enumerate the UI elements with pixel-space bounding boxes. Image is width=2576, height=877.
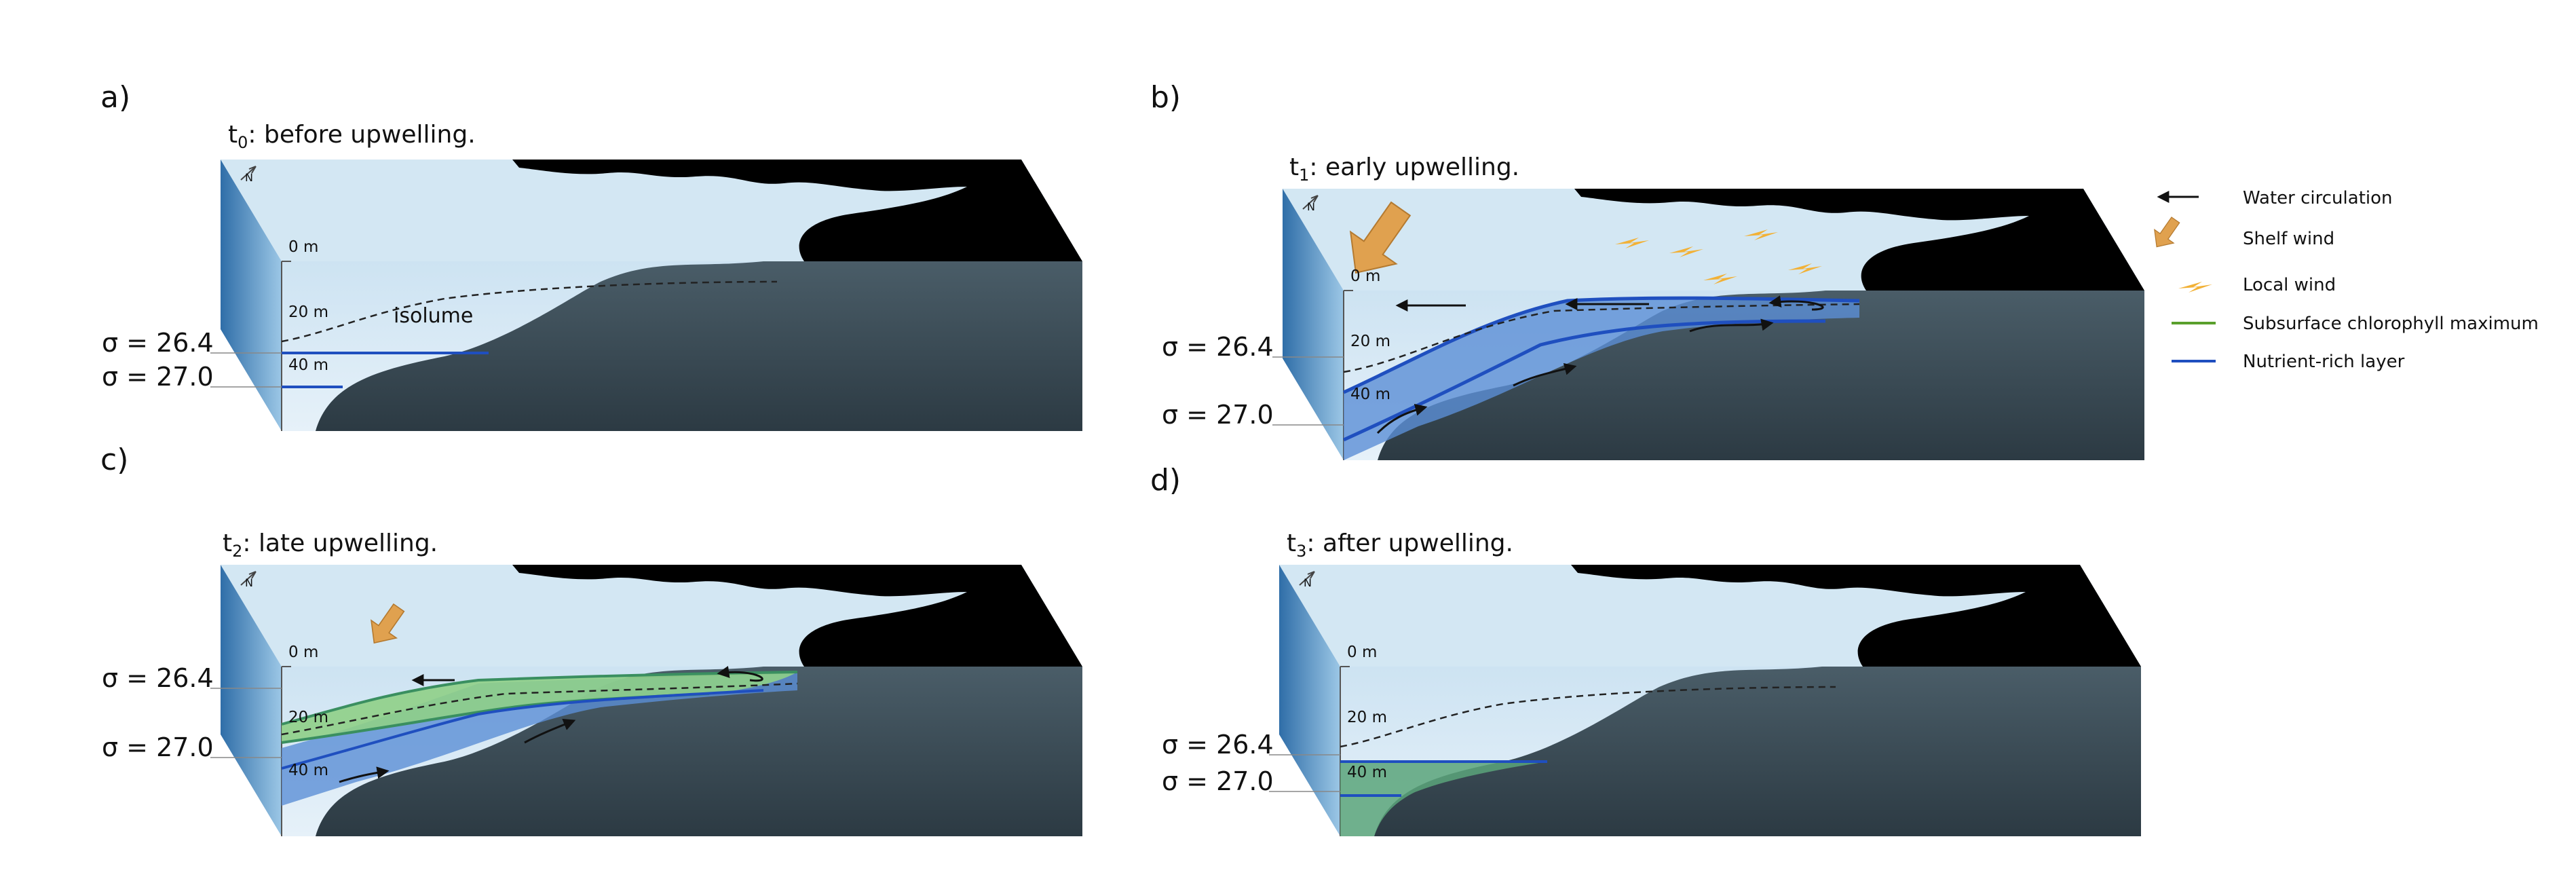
shelf-wind-arrow-icon	[371, 603, 405, 644]
depth-label-0: 0 m	[288, 643, 318, 661]
panel-c: c) t2: late upwelling. N 0 m 20 m	[100, 443, 1083, 837]
panel-title: t3: after upwelling.	[1287, 529, 1513, 561]
depth-label-20: 20 m	[288, 303, 328, 321]
depth-label-0: 0 m	[288, 238, 318, 256]
svg-text:N: N	[245, 171, 253, 184]
panel-title: t0: before upwelling.	[228, 121, 476, 152]
block-diagram-c: N 0 m 20 m 40 m	[220, 564, 1083, 837]
block-diagram-d: N 0 m 20 m 40 m	[1278, 564, 2142, 837]
svg-text:Water circulation: Water circulation	[2243, 188, 2393, 208]
panel-letter: b)	[1150, 80, 1181, 115]
isolume-label: isolume	[394, 304, 473, 328]
legend-item-shelf-wind: Shelf wind	[2154, 217, 2334, 249]
block-diagram-b: N 0 m 20 m 40 m	[1282, 188, 2145, 461]
shelf-wind-arrow-icon	[2154, 217, 2180, 248]
nutrient-rich-layer	[281, 689, 764, 770]
legend-item-nutrient: Nutrient-rich layer	[2172, 352, 2405, 372]
compass-icon: N	[240, 166, 257, 184]
panel-b: b) t1: early upwelling.	[1150, 80, 2145, 461]
svg-text:N: N	[1307, 200, 1315, 213]
panel-letter: d)	[1150, 463, 1181, 498]
circulation-arrow	[717, 666, 763, 682]
compass-icon: N	[240, 571, 257, 589]
local-wind-icon	[2178, 282, 2212, 293]
compass-icon: N	[1299, 571, 1315, 589]
sigma-27-0-label: σ = 27.0	[102, 362, 214, 392]
sigma-26-4-label: σ = 26.4	[102, 663, 214, 693]
isolume-line	[281, 682, 798, 736]
depth-label-0: 0 m	[1350, 267, 1380, 285]
svg-text:N: N	[1304, 576, 1312, 589]
legend-item-chlorophyll: Subsurface chlorophyll maximum	[2172, 314, 2539, 334]
circulation-arrow	[1689, 318, 1774, 333]
panel-title: t2: late upwelling.	[223, 529, 438, 561]
sigma-26-4-label: σ = 26.4	[102, 328, 214, 358]
legend: Water circulation Shelf wind Local wind …	[2154, 188, 2539, 372]
shelf-wind-arrow-icon	[1349, 201, 1412, 274]
chlorophyll-line	[281, 671, 798, 726]
sigma-27-0-label: σ = 27.0	[1162, 400, 1274, 430]
panel-a: a) t0: before upwelling. isolume N 0 m 2…	[100, 80, 1083, 432]
svg-text:Nutrient-rich layer: Nutrient-rich layer	[2243, 352, 2405, 372]
circulation-arrow	[339, 766, 390, 783]
legend-item-local-wind: Local wind	[2178, 275, 2336, 295]
svg-text:N: N	[245, 576, 253, 589]
sigma-27-0-label: σ = 27.0	[102, 732, 214, 762]
depth-label-40: 40 m	[288, 356, 328, 374]
sigma-27-0-label: σ = 27.0	[1162, 766, 1274, 796]
depth-label-20: 20 m	[1347, 709, 1387, 726]
subsurface-chlorophyll-maximum	[282, 672, 797, 743]
circulation-arrow	[1513, 363, 1577, 387]
svg-text:Local wind: Local wind	[2243, 275, 2336, 295]
block-diagram-a: isolume N 0 m 20 m 40 m	[220, 159, 1083, 432]
depth-label-20: 20 m	[288, 709, 328, 726]
panel-letter: a)	[100, 80, 130, 115]
sigma-26-4-label: σ = 26.4	[1162, 332, 1274, 362]
local-wind-icon	[1615, 229, 1822, 284]
depth-label-40: 40 m	[1347, 764, 1387, 781]
circulation-arrow	[524, 718, 576, 744]
svg-text:Subsurface chlorophyll maximum: Subsurface chlorophyll maximum	[2243, 314, 2539, 334]
subsurface-chlorophyll-maximum	[1340, 762, 1547, 836]
compass-icon: N	[1302, 195, 1319, 213]
circulation-arrow	[1768, 295, 1824, 311]
depth-label-40: 40 m	[288, 762, 328, 779]
sigma-26-4-label: σ = 26.4	[1162, 730, 1274, 760]
upwelled-water	[1344, 298, 1859, 460]
depth-label-40: 40 m	[1350, 386, 1390, 403]
depth-label-0: 0 m	[1347, 643, 1377, 661]
depth-label-20: 20 m	[1350, 333, 1390, 350]
legend-item-water-circulation: Water circulation	[2157, 188, 2393, 208]
svg-text:Shelf wind: Shelf wind	[2243, 229, 2334, 249]
panel-letter: c)	[100, 443, 128, 477]
panel-title: t1: early upwelling.	[1289, 153, 1519, 185]
circulation-arrow	[1376, 404, 1428, 434]
panel-d: d) t3: after upwelling. N 0 m 20 m 40 m …	[1150, 463, 2142, 837]
